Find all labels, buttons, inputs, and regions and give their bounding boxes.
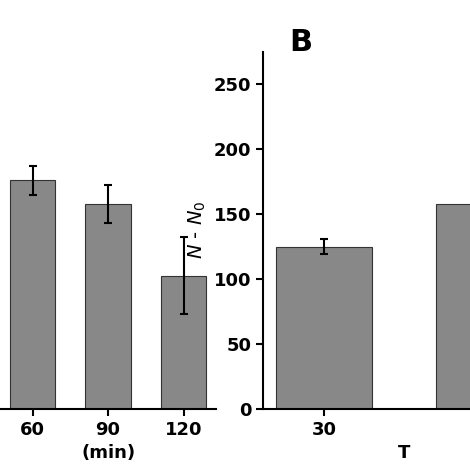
Text: B: B [289, 28, 313, 57]
Bar [436, 204, 470, 409]
Bar [276, 247, 372, 409]
Bar [10, 180, 55, 470]
Bar [86, 204, 131, 470]
Y-axis label: $\mathit{N}$ - $\mathit{N_0}$: $\mathit{N}$ - $\mathit{N_0}$ [187, 201, 208, 259]
X-axis label: T: T [398, 444, 410, 462]
X-axis label: (min): (min) [81, 444, 135, 462]
Bar [161, 275, 206, 470]
